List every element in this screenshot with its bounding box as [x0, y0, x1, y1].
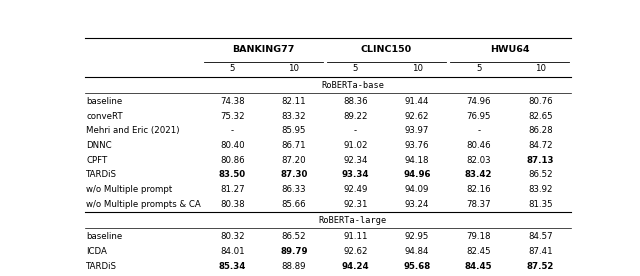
Text: 85.95: 85.95 — [282, 126, 306, 136]
Text: 92.34: 92.34 — [343, 156, 368, 165]
Text: 82.45: 82.45 — [467, 247, 491, 256]
Text: 85.66: 85.66 — [282, 200, 306, 209]
Text: Mehri and Eric (2021): Mehri and Eric (2021) — [86, 126, 180, 136]
Text: 87.30: 87.30 — [280, 170, 308, 179]
Text: conveRT: conveRT — [86, 112, 123, 121]
Text: 94.09: 94.09 — [405, 185, 429, 194]
Text: 10: 10 — [535, 64, 546, 73]
Text: 83.42: 83.42 — [465, 170, 492, 179]
Text: 84.57: 84.57 — [528, 232, 552, 241]
Text: 83.50: 83.50 — [219, 170, 246, 179]
Text: 91.02: 91.02 — [343, 141, 368, 150]
Text: 93.97: 93.97 — [405, 126, 429, 136]
Text: 86.71: 86.71 — [282, 141, 306, 150]
Text: -: - — [354, 126, 357, 136]
Text: 84.45: 84.45 — [465, 262, 492, 270]
Text: 86.52: 86.52 — [282, 232, 306, 241]
Text: 93.76: 93.76 — [405, 141, 429, 150]
Text: w/o Multiple prompt: w/o Multiple prompt — [86, 185, 173, 194]
Text: 75.32: 75.32 — [220, 112, 244, 121]
Text: baseline: baseline — [86, 232, 123, 241]
Text: CLINC150: CLINC150 — [361, 44, 412, 54]
Text: 10: 10 — [289, 64, 300, 73]
Text: 74.38: 74.38 — [220, 97, 244, 106]
Text: 89.22: 89.22 — [343, 112, 368, 121]
Text: 94.24: 94.24 — [342, 262, 369, 270]
Text: TARDiS: TARDiS — [86, 262, 118, 270]
Text: 88.36: 88.36 — [343, 97, 368, 106]
Text: 80.86: 80.86 — [220, 156, 244, 165]
Text: 82.65: 82.65 — [528, 112, 552, 121]
Text: 92.62: 92.62 — [343, 247, 368, 256]
Text: 87.41: 87.41 — [528, 247, 552, 256]
Text: 83.92: 83.92 — [528, 185, 552, 194]
Text: 87.52: 87.52 — [527, 262, 554, 270]
Text: TARDiS: TARDiS — [86, 170, 118, 179]
Text: 88.89: 88.89 — [282, 262, 306, 270]
Text: 80.46: 80.46 — [467, 141, 491, 150]
Text: 74.96: 74.96 — [467, 97, 491, 106]
Text: 93.24: 93.24 — [405, 200, 429, 209]
Text: 92.31: 92.31 — [343, 200, 368, 209]
Text: 92.49: 92.49 — [343, 185, 367, 194]
Text: DNNC: DNNC — [86, 141, 112, 150]
Text: RoBERTa-base: RoBERTa-base — [321, 81, 384, 90]
Text: baseline: baseline — [86, 97, 123, 106]
Text: 76.95: 76.95 — [467, 112, 491, 121]
Text: 86.33: 86.33 — [282, 185, 306, 194]
Text: 84.72: 84.72 — [528, 141, 552, 150]
Text: 94.96: 94.96 — [403, 170, 431, 179]
Text: BANKING77: BANKING77 — [232, 44, 294, 54]
Text: w/o Multiple prompts & CA: w/o Multiple prompts & CA — [86, 200, 201, 209]
Text: 80.76: 80.76 — [528, 97, 552, 106]
Text: 82.16: 82.16 — [467, 185, 491, 194]
Text: 5: 5 — [476, 64, 481, 73]
Text: HWU64: HWU64 — [490, 44, 529, 54]
Text: -: - — [231, 126, 234, 136]
Text: -: - — [477, 126, 480, 136]
Text: 94.18: 94.18 — [405, 156, 429, 165]
Text: 92.62: 92.62 — [405, 112, 429, 121]
Text: 92.95: 92.95 — [405, 232, 429, 241]
Text: 83.32: 83.32 — [282, 112, 306, 121]
Text: 89.79: 89.79 — [280, 247, 308, 256]
Text: 91.11: 91.11 — [343, 232, 368, 241]
Text: 78.37: 78.37 — [467, 200, 491, 209]
Text: 91.44: 91.44 — [405, 97, 429, 106]
Text: 93.34: 93.34 — [342, 170, 369, 179]
Text: 79.18: 79.18 — [467, 232, 491, 241]
Text: 10: 10 — [412, 64, 422, 73]
Text: 85.34: 85.34 — [219, 262, 246, 270]
Text: 84.01: 84.01 — [220, 247, 244, 256]
Text: ICDA: ICDA — [86, 247, 108, 256]
Text: 87.13: 87.13 — [527, 156, 554, 165]
Text: 86.52: 86.52 — [528, 170, 552, 179]
Text: 82.03: 82.03 — [467, 156, 491, 165]
Text: 95.68: 95.68 — [403, 262, 431, 270]
Text: 80.38: 80.38 — [220, 200, 244, 209]
Text: 94.84: 94.84 — [405, 247, 429, 256]
Text: CPFT: CPFT — [86, 156, 108, 165]
Text: 86.28: 86.28 — [528, 126, 552, 136]
Text: RoBERTa-large: RoBERTa-large — [319, 216, 387, 225]
Text: 5: 5 — [353, 64, 358, 73]
Text: 82.11: 82.11 — [282, 97, 306, 106]
Text: 5: 5 — [230, 64, 235, 73]
Text: 87.20: 87.20 — [282, 156, 306, 165]
Text: 80.32: 80.32 — [220, 232, 244, 241]
Text: 80.40: 80.40 — [220, 141, 244, 150]
Text: 81.27: 81.27 — [220, 185, 244, 194]
Text: 81.35: 81.35 — [528, 200, 552, 209]
